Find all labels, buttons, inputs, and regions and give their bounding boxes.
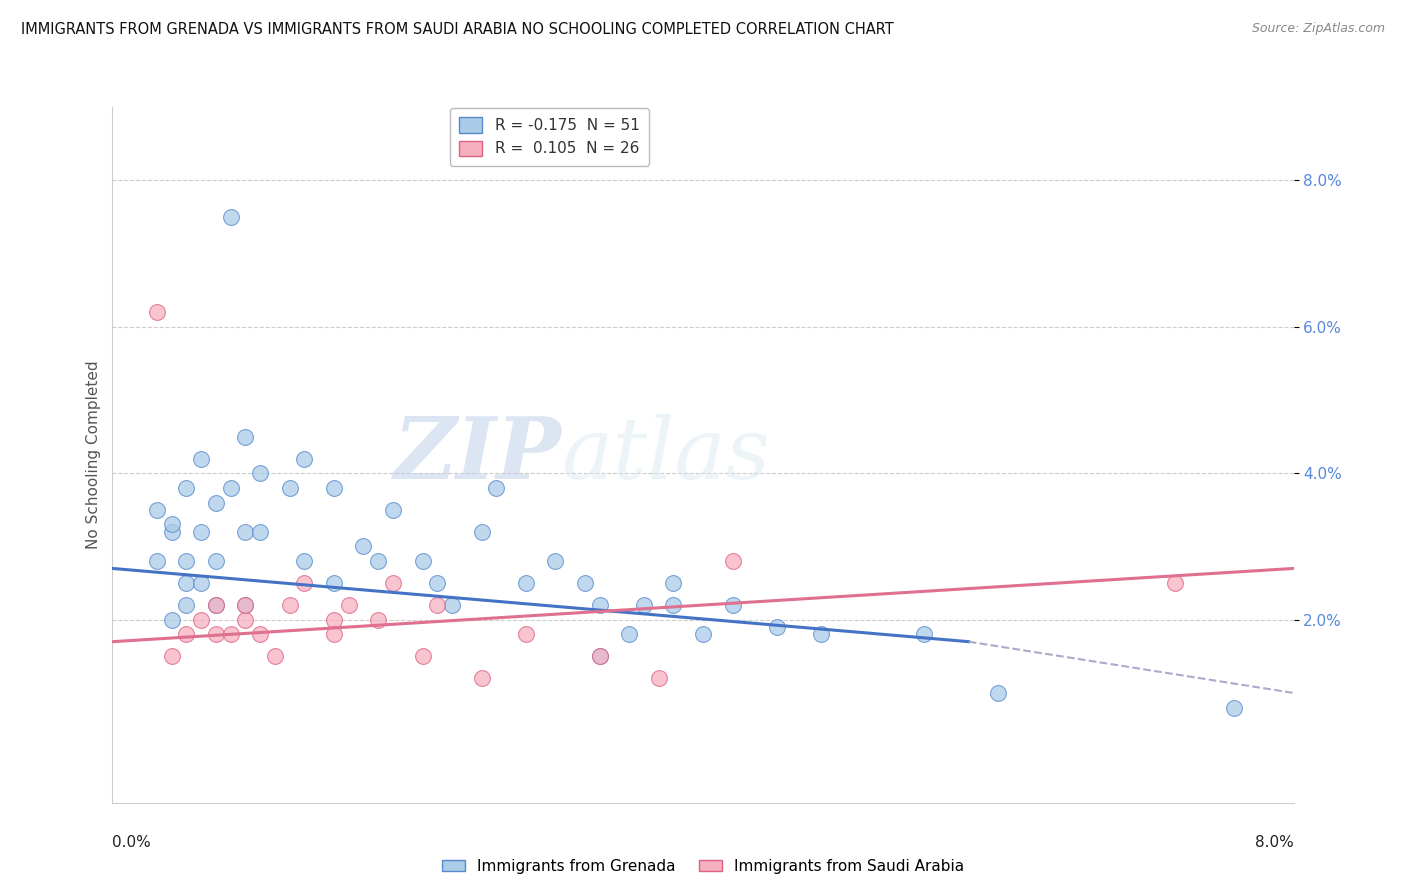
Point [233, 598, 256, 612]
Point [233, 524, 256, 539]
Point [174, 627, 197, 641]
Point [647, 671, 671, 685]
Point [914, 627, 936, 641]
Point [441, 598, 464, 612]
Point [352, 540, 374, 554]
Point [323, 627, 346, 641]
Point [588, 649, 610, 664]
Point [160, 649, 183, 664]
Text: atlas: atlas [561, 414, 770, 496]
Point [662, 576, 685, 591]
Point [160, 517, 183, 532]
Text: 0.0%: 0.0% [112, 836, 152, 850]
Point [174, 576, 197, 591]
Text: ZIP: ZIP [394, 413, 561, 497]
Point [471, 524, 494, 539]
Point [323, 576, 346, 591]
Point [662, 598, 685, 612]
Point [426, 598, 449, 612]
Point [515, 576, 537, 591]
Legend: R = -0.175  N = 51, R =  0.105  N = 26: R = -0.175 N = 51, R = 0.105 N = 26 [450, 108, 648, 166]
Point [233, 598, 256, 612]
Point [146, 305, 169, 319]
Point [278, 481, 301, 495]
Point [515, 627, 537, 641]
Point [721, 598, 744, 612]
Point [264, 649, 287, 664]
Point [765, 620, 787, 634]
Point [588, 649, 610, 664]
Point [323, 613, 346, 627]
Point [146, 554, 169, 568]
Point [219, 627, 242, 641]
Point [205, 598, 228, 612]
Point [588, 598, 610, 612]
Point [233, 613, 256, 627]
Point [619, 627, 641, 641]
Text: IMMIGRANTS FROM GRENADA VS IMMIGRANTS FROM SAUDI ARABIA NO SCHOOLING COMPLETED C: IMMIGRANTS FROM GRENADA VS IMMIGRANTS FR… [21, 22, 894, 37]
Point [1164, 576, 1187, 591]
Y-axis label: No Schooling Completed: No Schooling Completed [86, 360, 101, 549]
Point [292, 576, 315, 591]
Legend: Immigrants from Grenada, Immigrants from Saudi Arabia: Immigrants from Grenada, Immigrants from… [436, 853, 970, 880]
Point [574, 576, 596, 591]
Point [412, 554, 434, 568]
Point [367, 554, 389, 568]
Point [174, 481, 197, 495]
Point [412, 649, 434, 664]
Point [292, 554, 315, 568]
Point [633, 598, 655, 612]
Point [485, 481, 508, 495]
Point [205, 598, 228, 612]
Point [249, 467, 271, 481]
Point [190, 524, 212, 539]
Text: Source: ZipAtlas.com: Source: ZipAtlas.com [1251, 22, 1385, 36]
Point [233, 429, 256, 443]
Point [160, 613, 183, 627]
Point [190, 576, 212, 591]
Point [205, 495, 228, 509]
Point [278, 598, 301, 612]
Point [1223, 700, 1246, 714]
Point [174, 554, 197, 568]
Point [323, 481, 346, 495]
Point [426, 576, 449, 591]
Point [292, 451, 315, 466]
Point [382, 503, 405, 517]
Point [249, 524, 271, 539]
Point [471, 671, 494, 685]
Point [205, 554, 228, 568]
Point [219, 210, 242, 224]
Point [190, 451, 212, 466]
Point [544, 554, 567, 568]
Point [219, 481, 242, 495]
Point [249, 627, 271, 641]
Point [987, 686, 1010, 700]
Point [190, 613, 212, 627]
Point [692, 627, 714, 641]
Point [382, 576, 405, 591]
Point [174, 598, 197, 612]
Point [367, 613, 389, 627]
Point [721, 554, 744, 568]
Point [160, 524, 183, 539]
Point [810, 627, 832, 641]
Point [146, 503, 169, 517]
Point [205, 627, 228, 641]
Point [337, 598, 360, 612]
Text: 8.0%: 8.0% [1254, 836, 1294, 850]
